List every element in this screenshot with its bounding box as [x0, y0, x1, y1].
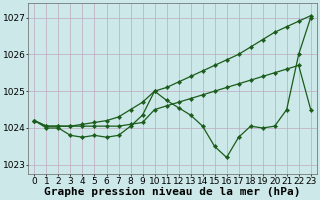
X-axis label: Graphe pression niveau de la mer (hPa): Graphe pression niveau de la mer (hPa) — [44, 187, 301, 197]
